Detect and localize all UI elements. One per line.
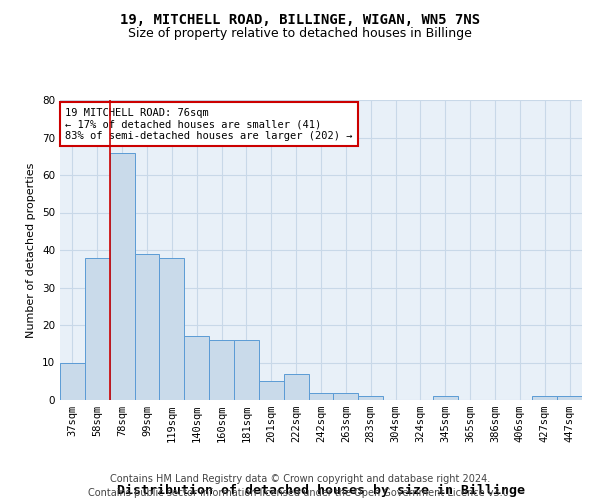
- Bar: [334, 392, 358, 400]
- X-axis label: Distribution of detached houses by size in Billinge: Distribution of detached houses by size …: [117, 484, 525, 497]
- Bar: [358, 396, 383, 400]
- Bar: [85, 258, 110, 400]
- Bar: [259, 381, 284, 400]
- Text: Contains HM Land Registry data © Crown copyright and database right 2024.
Contai: Contains HM Land Registry data © Crown c…: [88, 474, 512, 498]
- Text: Size of property relative to detached houses in Billinge: Size of property relative to detached ho…: [128, 28, 472, 40]
- Text: 19 MITCHELL ROAD: 76sqm
← 17% of detached houses are smaller (41)
83% of semi-de: 19 MITCHELL ROAD: 76sqm ← 17% of detache…: [65, 108, 353, 140]
- Bar: [234, 340, 259, 400]
- Bar: [184, 336, 209, 400]
- Bar: [209, 340, 234, 400]
- Bar: [110, 152, 134, 400]
- Bar: [60, 362, 85, 400]
- Bar: [557, 396, 582, 400]
- Bar: [308, 392, 334, 400]
- Bar: [532, 396, 557, 400]
- Y-axis label: Number of detached properties: Number of detached properties: [26, 162, 37, 338]
- Text: 19, MITCHELL ROAD, BILLINGE, WIGAN, WN5 7NS: 19, MITCHELL ROAD, BILLINGE, WIGAN, WN5 …: [120, 12, 480, 26]
- Bar: [284, 374, 308, 400]
- Bar: [433, 396, 458, 400]
- Bar: [134, 254, 160, 400]
- Bar: [160, 258, 184, 400]
